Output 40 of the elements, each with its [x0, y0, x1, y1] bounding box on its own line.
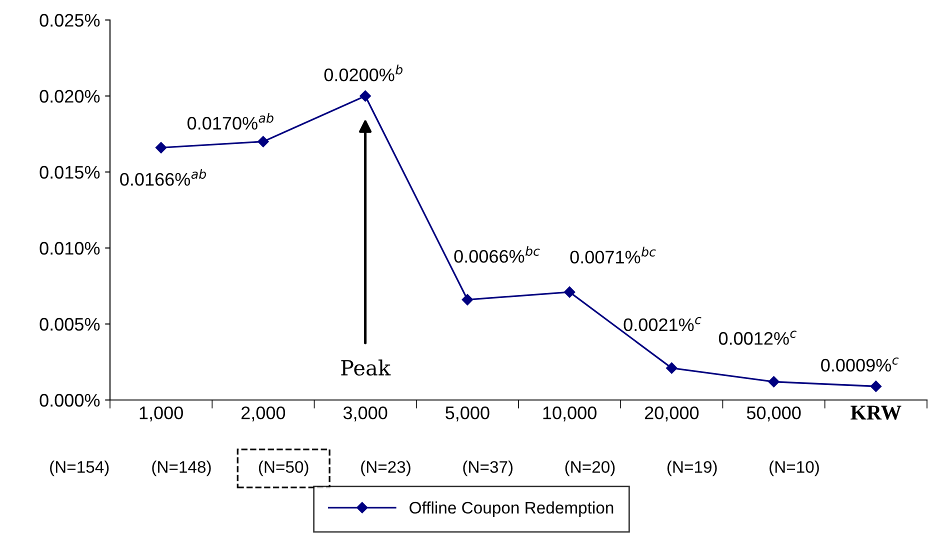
point [564, 286, 576, 298]
text: (N=154) [50, 460, 109, 476]
legend-label: Offline Coupon Redemption [410, 501, 614, 517]
x-tick-label: 3,000 [343, 406, 388, 422]
text: (N=23) [361, 460, 410, 476]
point [258, 136, 269, 148]
data-label: 0.0166%$^{ab}$ [120, 169, 206, 186]
x-tick-label: KRW [850, 406, 902, 420]
x-tick-label: 20,000 [644, 406, 699, 422]
x-tick-label: 10,000 [543, 406, 596, 422]
y-tick-label: 0.005% [40, 318, 100, 331]
x-tick-label: 2,000 [242, 406, 286, 422]
y-tick-label: 0.010% [40, 242, 100, 255]
data-label: 0.0009%$^{c}$ [821, 357, 899, 372]
point [360, 90, 371, 102]
text: (N=10) [770, 460, 819, 476]
point [155, 142, 167, 154]
x-tick-label: 1,000 [140, 406, 183, 422]
y-tick-label: 0.025% [40, 14, 100, 27]
text: (N=148) [152, 460, 211, 476]
data-label: 0.0012%$^{c}$ [718, 330, 796, 345]
point [870, 380, 882, 392]
text: (N=20) [565, 460, 615, 476]
point [768, 376, 780, 388]
data-label: 0.0200%$^{b}$ [324, 64, 403, 82]
y-tick-label: 0.015% [40, 166, 100, 179]
x-tick-label: 50,000 [746, 406, 801, 422]
y-tick-label: 0.020% [40, 90, 100, 103]
text: (N=19) [667, 460, 717, 476]
x-tick-label: 5,000 [446, 406, 490, 422]
data-label: 0.0021%$^{c}$ [624, 317, 702, 332]
data-label: 0.0071%$^{bc}$ [570, 246, 656, 264]
point [462, 294, 474, 306]
text: (N=50) [258, 460, 308, 476]
point [666, 362, 678, 374]
data-label: 0.0066%$^{bc}$ [454, 246, 540, 263]
annotation: Peak [341, 360, 391, 376]
y-tick-label: 0.000% [40, 394, 100, 407]
text: (N=37) [463, 460, 513, 476]
data-label: 0.0170%$^{ab}$ [188, 112, 274, 130]
